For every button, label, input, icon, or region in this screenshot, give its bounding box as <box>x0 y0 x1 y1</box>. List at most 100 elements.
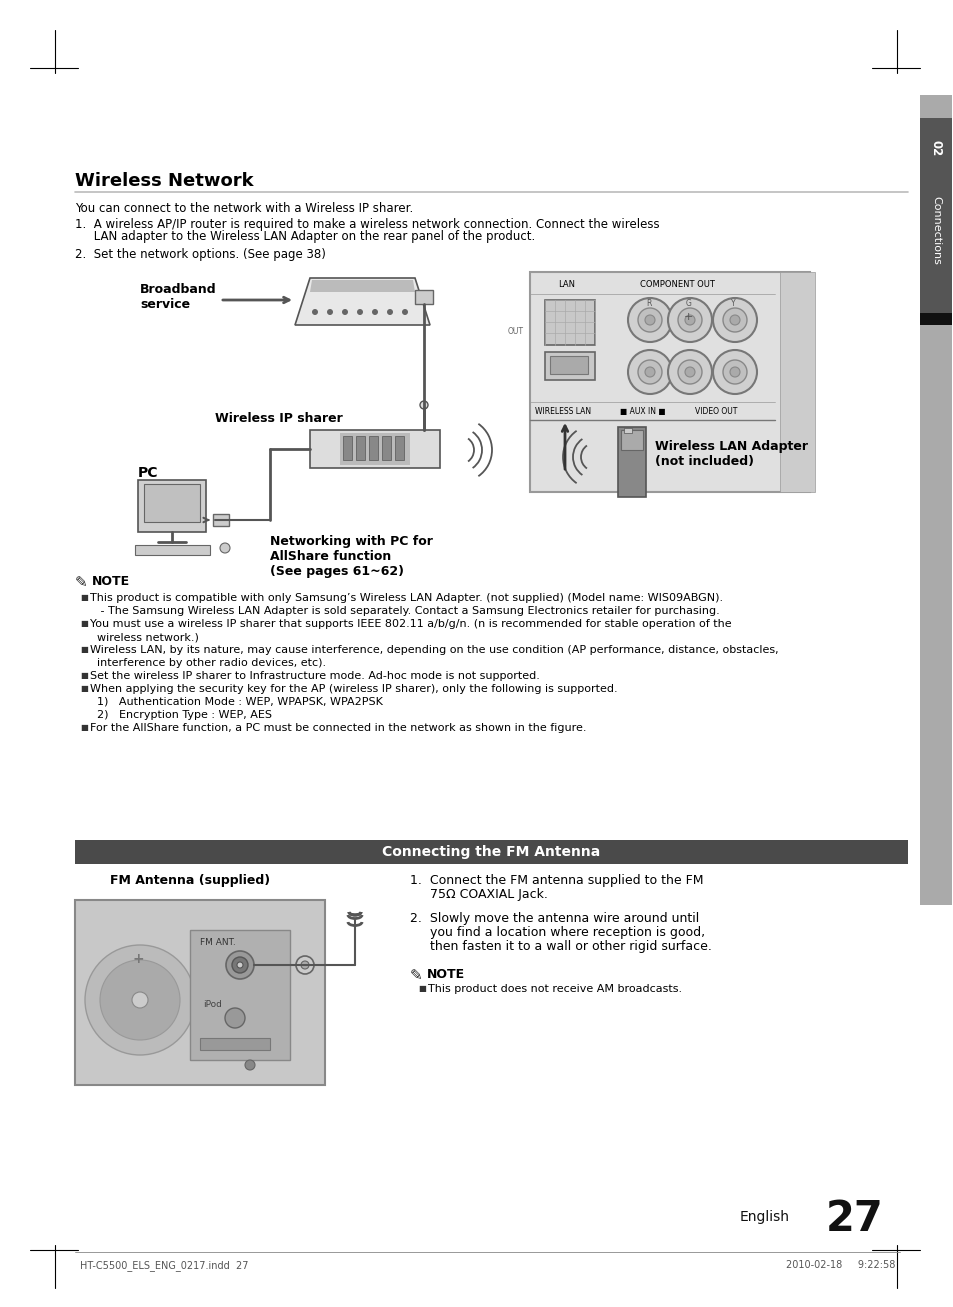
Text: You must use a wireless IP sharer that supports IEEE 802.11 a/b/g/n. (n is recom: You must use a wireless IP sharer that s… <box>90 620 731 629</box>
Text: iPod: iPod <box>203 1000 222 1009</box>
Circle shape <box>236 962 243 968</box>
Circle shape <box>729 315 740 325</box>
Text: interference by other radio devices, etc).: interference by other radio devices, etc… <box>90 657 326 668</box>
Text: ■ AUX IN ■: ■ AUX IN ■ <box>619 406 665 416</box>
Text: +: + <box>132 951 145 966</box>
Text: 75Ω COAXIAL Jack.: 75Ω COAXIAL Jack. <box>410 887 547 901</box>
Text: ■: ■ <box>80 670 88 680</box>
Bar <box>395 437 403 460</box>
Circle shape <box>401 308 408 315</box>
Text: ■: ■ <box>417 984 425 993</box>
Text: then fasten it to a wall or other rigid surface.: then fasten it to a wall or other rigid … <box>410 940 711 953</box>
Bar <box>343 437 352 460</box>
Bar <box>530 272 809 491</box>
Text: FM Antenna (supplied): FM Antenna (supplied) <box>110 874 270 887</box>
Bar <box>200 1038 270 1050</box>
Circle shape <box>678 359 701 384</box>
Circle shape <box>684 315 695 325</box>
Circle shape <box>667 298 711 342</box>
Circle shape <box>638 359 661 384</box>
Circle shape <box>245 1060 254 1070</box>
Circle shape <box>644 367 655 376</box>
Text: 27: 27 <box>825 1199 883 1240</box>
Bar <box>135 545 210 555</box>
Polygon shape <box>294 278 430 325</box>
Circle shape <box>220 542 230 553</box>
Circle shape <box>712 298 757 342</box>
Bar <box>310 430 439 468</box>
Text: LAN: LAN <box>558 280 575 289</box>
Text: English: English <box>740 1210 789 1223</box>
Bar <box>138 480 206 532</box>
Circle shape <box>644 315 655 325</box>
Circle shape <box>226 951 253 979</box>
Bar <box>75 840 907 864</box>
Text: wireless network.): wireless network.) <box>90 633 198 642</box>
Circle shape <box>356 308 363 315</box>
Circle shape <box>678 308 701 332</box>
Text: 02: 02 <box>928 140 942 156</box>
Text: You can connect to the network with a Wireless IP sharer.: You can connect to the network with a Wi… <box>75 203 413 214</box>
Text: FM ANT.: FM ANT. <box>200 938 235 948</box>
Bar <box>355 437 365 460</box>
Text: ■: ■ <box>80 644 88 654</box>
Text: PC: PC <box>138 467 158 480</box>
Text: Wireless Network: Wireless Network <box>75 173 253 190</box>
Text: Y: Y <box>730 299 735 308</box>
Text: ■: ■ <box>80 620 88 627</box>
Text: 1.  A wireless AP/IP router is required to make a wireless network connection. C: 1. A wireless AP/IP router is required t… <box>75 218 659 231</box>
Text: WIRELESS LAN: WIRELESS LAN <box>535 406 591 416</box>
Circle shape <box>722 359 746 384</box>
Bar <box>190 931 290 1060</box>
Text: 1)   Authentication Mode : WEP, WPAPSK, WPA2PSK: 1) Authentication Mode : WEP, WPAPSK, WP… <box>90 697 382 707</box>
Text: NOTE: NOTE <box>427 968 465 982</box>
Text: Set the wireless IP sharer to Infrastructure mode. Ad-hoc mode is not supported.: Set the wireless IP sharer to Infrastruc… <box>90 670 539 681</box>
Text: you find a location where reception is good,: you find a location where reception is g… <box>410 925 704 938</box>
Circle shape <box>132 992 148 1008</box>
Bar <box>75 901 325 1085</box>
Bar <box>919 118 951 312</box>
Circle shape <box>684 367 695 376</box>
Circle shape <box>638 308 661 332</box>
Text: This product is compatible with only Samsung’s Wireless LAN Adapter. (not suppli: This product is compatible with only Sam… <box>90 593 722 603</box>
Text: Networking with PC for
AllShare function
(See pages 61~62): Networking with PC for AllShare function… <box>270 535 433 578</box>
Bar <box>339 433 410 465</box>
Text: Wireless LAN Adapter
(not included): Wireless LAN Adapter (not included) <box>655 440 807 468</box>
Bar <box>381 437 391 460</box>
Bar <box>369 437 377 460</box>
Text: ■: ■ <box>80 684 88 693</box>
Bar <box>213 514 229 525</box>
Text: Connections: Connections <box>930 196 940 264</box>
Bar <box>919 312 951 325</box>
Circle shape <box>232 957 248 972</box>
Text: ✎: ✎ <box>410 968 422 983</box>
Bar <box>415 290 433 305</box>
Circle shape <box>372 308 377 315</box>
Bar <box>780 272 814 491</box>
Bar <box>544 301 595 345</box>
Text: NOTE: NOTE <box>91 575 130 588</box>
Text: +: + <box>682 312 692 322</box>
Circle shape <box>312 308 317 315</box>
Text: 2.  Slowly move the antenna wire around until: 2. Slowly move the antenna wire around u… <box>410 912 699 925</box>
Circle shape <box>722 308 746 332</box>
Text: OUT: OUT <box>507 327 523 336</box>
Text: Broadband
service: Broadband service <box>140 284 216 311</box>
Text: R: R <box>645 299 651 308</box>
Circle shape <box>387 308 393 315</box>
Text: 1.  Connect the FM antenna supplied to the FM: 1. Connect the FM antenna supplied to th… <box>410 874 702 887</box>
Circle shape <box>100 961 180 1040</box>
Text: Wireless LAN, by its nature, may cause interference, depending on the use condit: Wireless LAN, by its nature, may cause i… <box>90 644 778 655</box>
Bar <box>618 427 645 497</box>
Circle shape <box>295 955 314 974</box>
Text: ■: ■ <box>80 723 88 732</box>
Circle shape <box>225 1008 245 1029</box>
Text: 2010-02-18     9:22:58: 2010-02-18 9:22:58 <box>785 1260 894 1270</box>
Text: This product does not receive AM broadcasts.: This product does not receive AM broadca… <box>428 984 681 995</box>
Circle shape <box>301 961 309 968</box>
Bar <box>544 352 595 380</box>
Text: G: G <box>685 299 691 308</box>
Circle shape <box>327 308 333 315</box>
Bar <box>144 484 200 521</box>
Text: 2.  Set the network options. (See page 38): 2. Set the network options. (See page 38… <box>75 248 326 261</box>
